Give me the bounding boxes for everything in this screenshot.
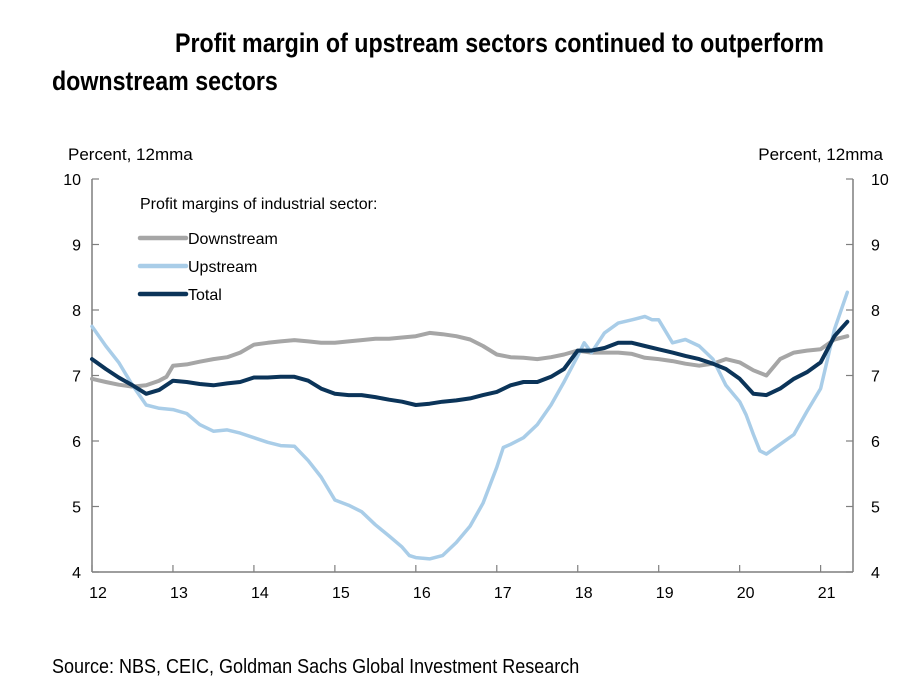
left-y-tick-label: 8	[72, 303, 81, 320]
chart-title-line1: Profit margin of upstream sectors contin…	[174, 28, 824, 58]
left-y-tick-label: 7	[72, 369, 81, 386]
left-y-tick-label: 9	[72, 238, 81, 255]
x-tick-label: 14	[251, 585, 269, 602]
x-tick-label: 13	[170, 585, 188, 602]
x-tick-label: 17	[494, 585, 512, 602]
left-y-tick-label: 4	[72, 565, 81, 582]
left-y-tick-label: 10	[63, 172, 81, 189]
right-axis-unit: Percent, 12mma	[758, 145, 883, 164]
x-tick-label: 21	[818, 585, 836, 602]
right-y-tick-label: 8	[871, 303, 880, 320]
right-y-tick-label: 4	[871, 565, 880, 582]
right-y-tick-label: 9	[871, 238, 880, 255]
x-tick-label: 20	[737, 585, 755, 602]
x-tick-label: 12	[89, 585, 107, 602]
right-y-tick-label: 10	[871, 172, 889, 189]
x-tick-label: 16	[413, 585, 431, 602]
series-line-downstream	[90, 330, 850, 389]
legend-label-downstream: Downstream	[188, 231, 278, 248]
left-y-tick-label: 6	[72, 434, 81, 451]
axes: 4 4 5 5 6 6 7 7 8 8 9 9 10 10 12 13 14 15 16 17 18 19 20 21 Perc…	[63, 145, 889, 602]
chart-title: Profit margin of upstream sectors contin…	[52, 24, 824, 100]
right-y-tick-label: 6	[871, 434, 880, 451]
series-line-total	[90, 319, 850, 407]
right-y-tick-label: 7	[871, 369, 880, 386]
series-lines	[90, 290, 850, 561]
chart-title-line2: downstream sectors	[52, 66, 278, 96]
legend-label-total: Total	[188, 287, 222, 304]
x-tick-label: 15	[332, 585, 350, 602]
legend-title: Profit margins of industrial sector:	[140, 196, 377, 213]
x-tick-label: 19	[656, 585, 674, 602]
left-axis-unit: Percent, 12mma	[68, 145, 193, 164]
legend-label-upstream: Upstream	[188, 259, 257, 276]
source-note: Source: NBS, CEIC, Goldman Sachs Global …	[52, 656, 580, 678]
left-y-tick-label: 5	[72, 500, 81, 517]
legend: Profit margins of industrial sector: Down…	[137, 196, 377, 304]
series-line-upstream	[90, 290, 850, 561]
right-y-tick-label: 5	[871, 500, 880, 517]
x-tick-label: 18	[575, 585, 593, 602]
